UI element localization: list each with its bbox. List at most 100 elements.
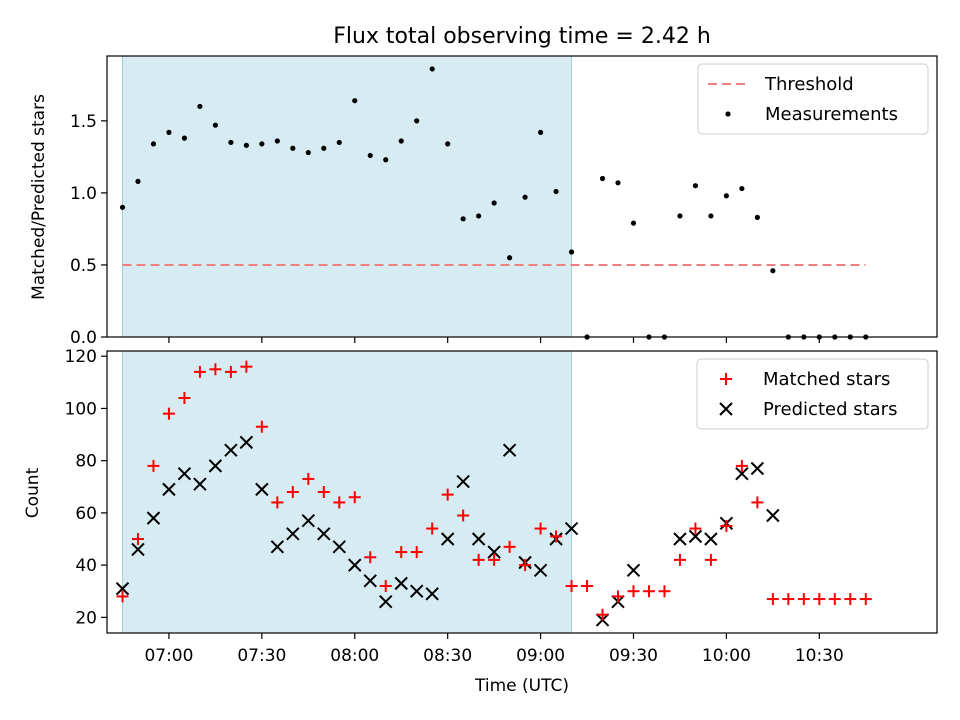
- matched-star-marker: [612, 590, 625, 603]
- predicted-marker-stroke: [425, 587, 439, 601]
- measurement-point: [568, 249, 575, 255]
- measurement-point: [708, 213, 714, 219]
- matched-star-marker: [317, 486, 330, 498]
- predicted-star-marker: [704, 532, 718, 546]
- measurement-point: [336, 139, 342, 146]
- predicted-marker-stroke: [487, 545, 501, 559]
- matched-star-marker: [782, 593, 795, 606]
- top-y-axis-label: Matched/Predicted stars: [29, 94, 49, 300]
- matched-star-marker: [457, 509, 470, 522]
- matched-star-marker: [720, 519, 733, 532]
- matched-star-marker: [224, 365, 237, 378]
- matched-star-marker: [162, 407, 175, 420]
- measurement-point: [429, 66, 435, 72]
- bottom-x-axis: 07:00 07:30 08:00 08:30 09:00 09:30 10:00 10:30: [144, 633, 844, 666]
- top-x-ticks: [168, 337, 820, 343]
- measurement-point: [630, 220, 637, 226]
- predicted-star-marker: [363, 574, 377, 588]
- matched-star-marker: [364, 551, 377, 564]
- y-tick-label: 100: [65, 399, 97, 419]
- y-tick-label: 0.0: [70, 328, 97, 348]
- predicted-marker-stroke: [301, 514, 316, 528]
- matched-star-marker: [209, 363, 222, 376]
- top-shaded-region: [121, 55, 573, 338]
- measurement-point: [383, 157, 389, 163]
- predicted-marker-stroke: [332, 540, 346, 554]
- x-tick-label: 08:30: [423, 646, 472, 666]
- predicted-marker-stroke: [394, 576, 408, 591]
- matched-star-marker: [859, 593, 872, 606]
- matched-star-marker: [642, 585, 655, 598]
- matched-star-marker: [596, 608, 609, 621]
- legend-threshold-label: Threshold: [764, 74, 854, 95]
- y-tick-label: 60: [75, 504, 97, 524]
- bottom-y-axis: 20 40 60 80 100 120: [65, 347, 107, 628]
- matched-star-marker: [658, 585, 671, 598]
- y-tick-label: 80: [75, 452, 97, 472]
- predicted-marker-stroke: [115, 581, 130, 596]
- legend-predicted-label: Predicted stars: [763, 399, 897, 420]
- matched-star-marker: [472, 553, 485, 566]
- matched-star-marker: [255, 420, 268, 433]
- predicted-star-marker: [440, 532, 455, 546]
- matched-star-marker: [116, 590, 129, 603]
- x-tick-label: 09:30: [609, 646, 658, 666]
- predicted-marker-stroke: [750, 461, 765, 476]
- matched-star-marker: [379, 580, 392, 592]
- predicted-marker-stroke: [688, 529, 703, 544]
- predicted-star-marker: [208, 459, 223, 473]
- matched-star-marker: [828, 593, 841, 606]
- measurement-point: [398, 138, 404, 144]
- y-tick-label: 1.5: [70, 112, 97, 132]
- matched-star-marker: [193, 365, 206, 378]
- predicted-star-marker: [564, 521, 579, 536]
- predicted-star-marker: [131, 542, 145, 557]
- predicted-star-marker: [193, 477, 207, 491]
- measurement-point: [150, 141, 157, 147]
- predicted-star-marker: [394, 576, 408, 591]
- measurement-point: [507, 255, 513, 261]
- bottom-shaded-region: [121, 350, 573, 634]
- predicted-star-marker: [673, 532, 687, 546]
- legend-measurements-label: Measurements: [765, 104, 898, 125]
- measurement-point: [259, 141, 265, 147]
- y-tick-label: 0.5: [70, 256, 97, 276]
- predicted-marker-stroke: [348, 558, 362, 572]
- predicted-marker-stroke: [502, 443, 517, 457]
- measurement-point: [476, 213, 482, 219]
- matched-star-marker: [766, 593, 779, 606]
- predicted-star-marker: [766, 508, 780, 523]
- matched-star-marker: [410, 546, 423, 559]
- predicted-star-marker: [533, 563, 548, 578]
- predicted-marker-stroke: [735, 467, 749, 481]
- y-tick-label: 1.0: [70, 184, 97, 204]
- top-panel: 0.0 0.5 1.0 1.5 Matched/Predicted stars Thr…: [29, 55, 938, 348]
- predicted-marker-stroke: [533, 563, 548, 578]
- predicted-marker-stroke: [131, 542, 145, 557]
- predicted-star-marker: [688, 529, 703, 544]
- bottom-panel: 20 40 60 80 100 120 07:00 07:30 08:00 08:30 09:00…: [23, 347, 938, 696]
- measurement-point: [305, 149, 311, 156]
- matched-star-marker: [704, 553, 717, 566]
- predicted-star-marker: [471, 532, 486, 546]
- matched-star-marker: [627, 585, 640, 598]
- matched-star-marker: [751, 496, 764, 509]
- matched-star-marker: [240, 360, 253, 373]
- measurement-point: [615, 180, 621, 186]
- measurement-point: [197, 103, 203, 110]
- predicted-star-marker: [735, 467, 749, 481]
- matched-star-marker: [286, 486, 299, 498]
- predicted-star-marker: [286, 527, 300, 541]
- predicted-star-marker: [456, 474, 470, 489]
- matched-star-marker: [488, 553, 501, 566]
- predicted-marker-stroke: [363, 574, 377, 588]
- predicted-star-marker: [239, 435, 254, 450]
- y-tick-label: 40: [75, 556, 97, 576]
- matched-star-marker: [271, 496, 284, 509]
- predicted-star-marker: [626, 563, 641, 578]
- predicted-marker-stroke: [193, 477, 207, 491]
- measurements-series: [119, 66, 869, 340]
- predicted-star-marker: [162, 482, 176, 497]
- measurement-point: [677, 213, 683, 219]
